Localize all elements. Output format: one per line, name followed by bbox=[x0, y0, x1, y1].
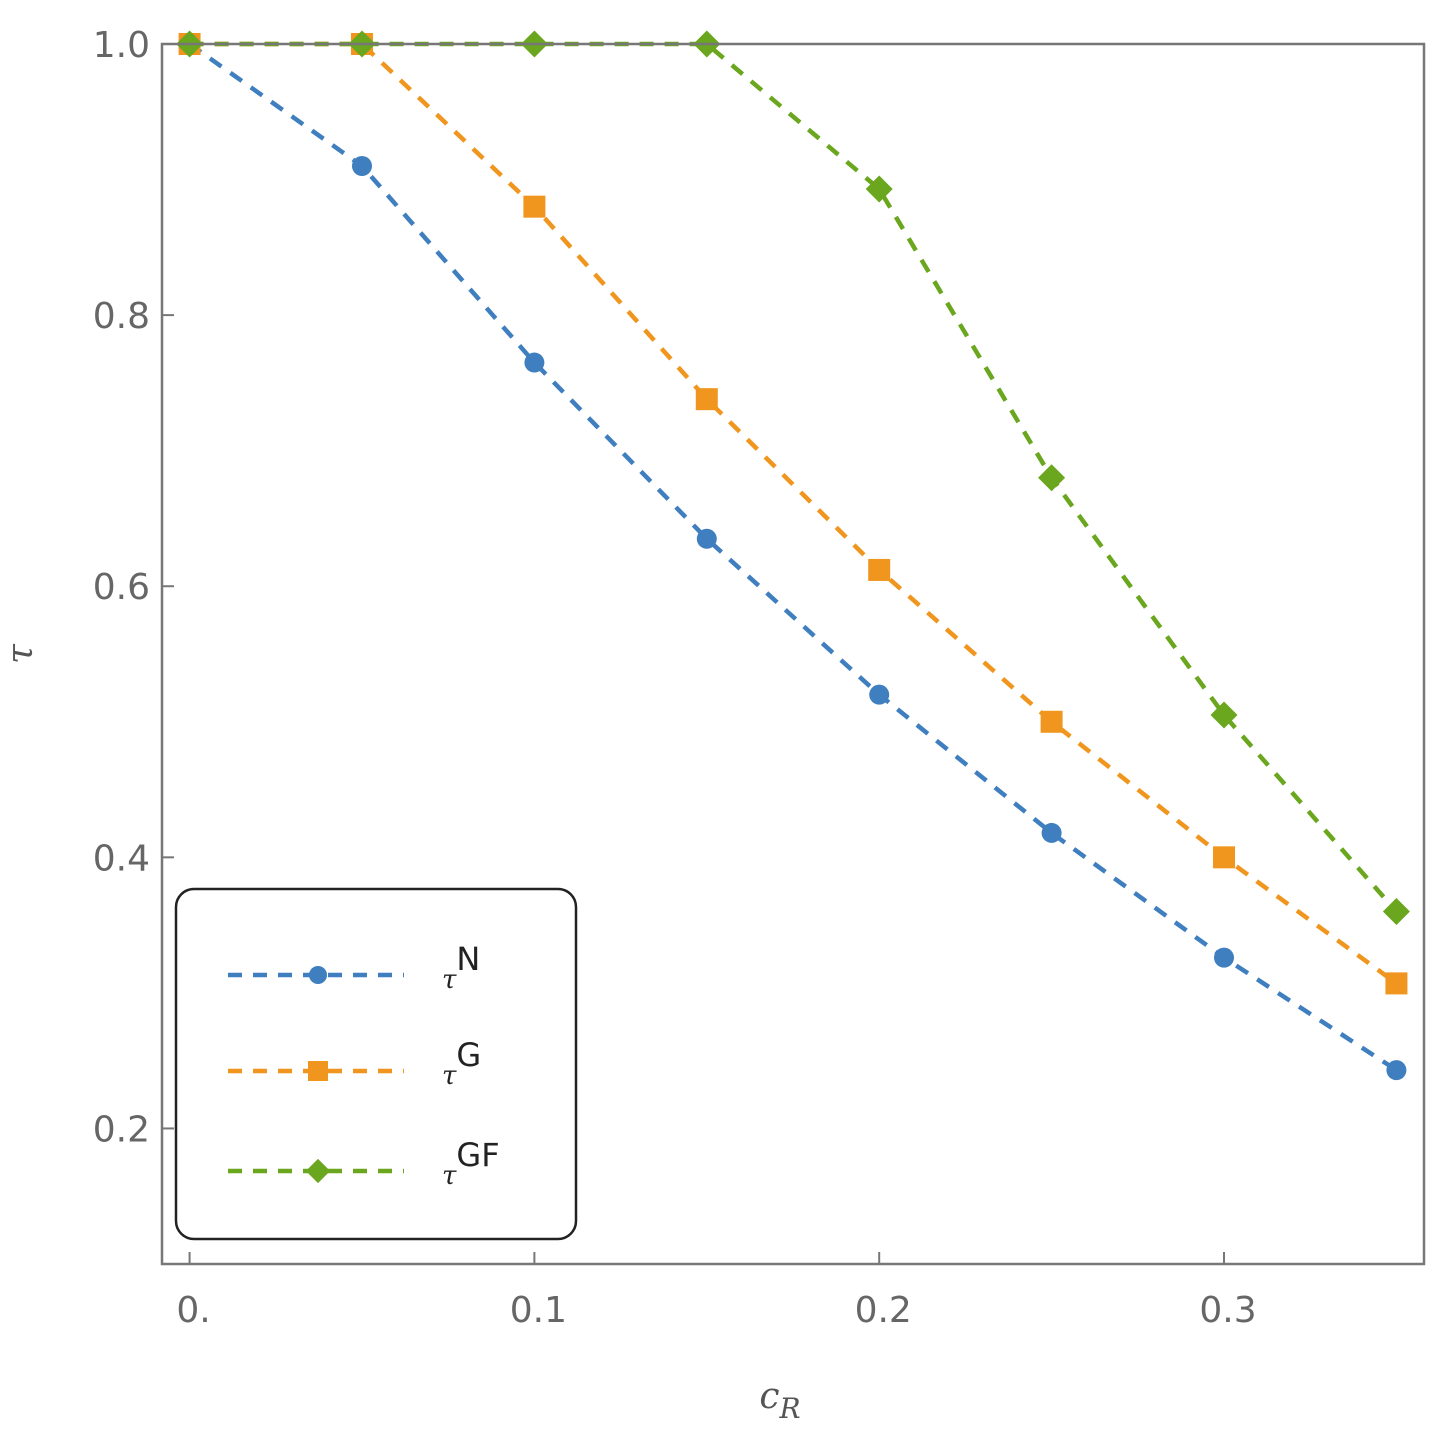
data-point bbox=[524, 352, 545, 373]
data-point bbox=[695, 388, 718, 411]
legend-marker bbox=[309, 966, 327, 984]
data-point bbox=[1386, 1060, 1407, 1081]
data-point bbox=[1385, 972, 1408, 995]
series-line bbox=[188, 42, 1398, 1073]
x-tick-label: 0. bbox=[176, 1290, 210, 1331]
y-axis-ticks: 0.2 0.4 0.6 0.8 1.0 bbox=[93, 25, 174, 1150]
legend: τN τG τGF bbox=[174, 887, 578, 1241]
data-point bbox=[523, 195, 546, 218]
data-point bbox=[696, 528, 717, 549]
y-tick-label: 0.8 bbox=[93, 296, 150, 337]
plot-frame bbox=[160, 42, 1426, 1266]
series-line bbox=[189, 41, 1399, 914]
data-point bbox=[1041, 822, 1062, 843]
x-tick-label: 0.3 bbox=[1199, 1290, 1256, 1331]
legend-item-n: τN bbox=[228, 940, 480, 995]
data-point bbox=[865, 175, 893, 203]
series-line bbox=[189, 41, 1398, 986]
data-point bbox=[1210, 701, 1238, 729]
legend-marker bbox=[305, 1158, 331, 1184]
series-layer bbox=[176, 30, 1410, 1081]
x-tick-label: 0.1 bbox=[510, 1290, 567, 1331]
x-axis-label-main: c bbox=[759, 1376, 779, 1417]
y-tick-label: 0.6 bbox=[93, 567, 150, 608]
series-n bbox=[179, 34, 1407, 1081]
data-point bbox=[868, 558, 891, 581]
x-axis-ticks: 0. 0.1 0.2 0.3 bbox=[176, 1252, 1257, 1331]
x-tick-label: 0.2 bbox=[855, 1290, 912, 1331]
legend-label: τG bbox=[442, 1036, 481, 1091]
legend-label: τN bbox=[442, 940, 480, 995]
y-tick-label: 0.2 bbox=[93, 1109, 150, 1150]
legend-box bbox=[174, 887, 578, 1241]
legend-item-g: τG bbox=[228, 1036, 481, 1091]
x-axis-label-sub: R bbox=[779, 1392, 801, 1425]
legend-label: τGF bbox=[442, 1136, 500, 1191]
y-axis-label: τ bbox=[0, 643, 41, 664]
legend-items: τN τG τGF bbox=[228, 940, 500, 1191]
data-point bbox=[869, 684, 890, 705]
data-point bbox=[351, 156, 372, 176]
series-g bbox=[178, 33, 1408, 995]
data-point bbox=[1382, 898, 1410, 926]
data-point bbox=[1214, 947, 1235, 968]
legend-item-gf: τGF bbox=[228, 1136, 500, 1191]
y-tick-label: 0.4 bbox=[93, 838, 150, 879]
y-tick-label: 1.0 bbox=[93, 25, 150, 66]
data-point bbox=[1040, 710, 1063, 733]
x-axis-label: cR bbox=[759, 1376, 800, 1425]
data-point bbox=[1038, 464, 1066, 492]
data-point bbox=[1213, 846, 1236, 869]
legend-marker bbox=[308, 1061, 328, 1081]
